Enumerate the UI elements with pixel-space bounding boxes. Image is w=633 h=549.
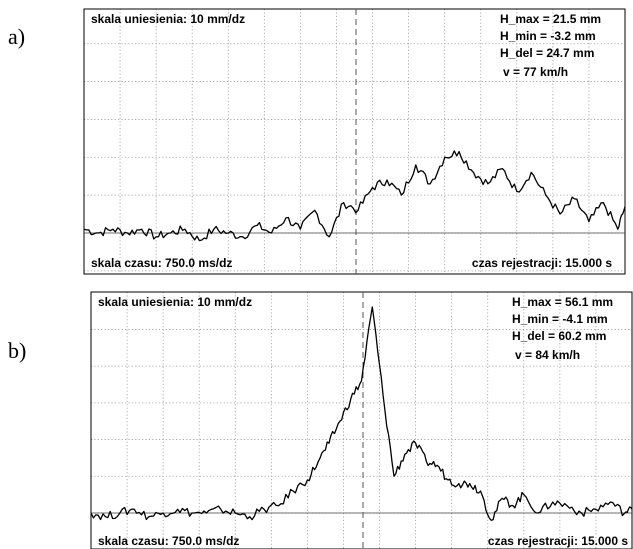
panel-b-record-time: czas rejestracji: 15.000 s [488,534,628,548]
panel-a-record-time: czas rejestracji: 15.000 s [472,256,612,270]
panel-b-scale-time: skala czasu: 750.0 ms/dz [98,534,239,548]
panel-a-hmax: H_max = 21.5 mm [500,12,601,26]
panel-a-scale-height: skala uniesienia: 10 mm/dz [91,12,245,26]
panel-a-series-line [83,150,626,242]
panel-a-hmin: H_min = -3.2 mm [500,29,596,43]
panel-b-tag: b) [8,338,27,363]
panel-b-speed: v = 84 km/h [515,348,580,362]
panel-a-tag: a) [8,24,26,49]
panel-b-series-line [90,306,633,521]
panel-b-scale-height: skala uniesienia: 10 mm/dz [98,295,252,309]
panel-a-frame [83,8,626,275]
panel-b-frame [90,291,633,549]
panel-a-speed: v = 77 km/h [503,65,568,79]
panel-b-hmax: H_max = 56.1 mm [512,295,613,309]
panel-a-scale-time: skala czasu: 750.0 ms/dz [91,256,232,270]
panel-b-hdel: H_del = 60.2 mm [512,329,606,343]
panel-b-hmin: H_min = -4.1 mm [512,312,608,326]
panel-a-hdel: H_del = 24.7 mm [500,46,594,60]
